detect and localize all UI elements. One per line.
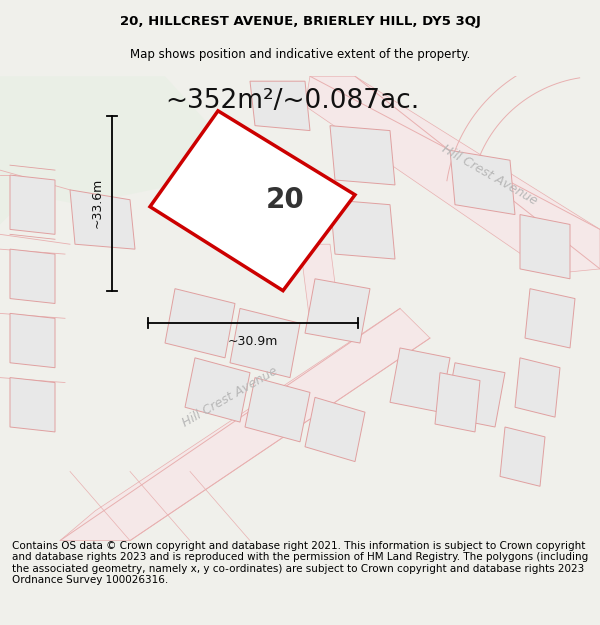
Text: Hill Crest Avenue: Hill Crest Avenue: [180, 365, 280, 430]
Polygon shape: [300, 244, 340, 323]
Text: Map shows position and indicative extent of the property.: Map shows position and indicative extent…: [130, 48, 470, 61]
Text: Contains OS data © Crown copyright and database right 2021. This information is : Contains OS data © Crown copyright and d…: [12, 541, 588, 586]
Polygon shape: [520, 214, 570, 279]
Text: ~30.9m: ~30.9m: [228, 335, 278, 348]
Text: 20: 20: [266, 186, 304, 214]
Polygon shape: [10, 378, 55, 432]
Polygon shape: [165, 289, 235, 358]
Polygon shape: [305, 398, 365, 462]
Polygon shape: [390, 348, 450, 412]
Polygon shape: [10, 175, 55, 234]
Polygon shape: [10, 313, 55, 368]
Polygon shape: [60, 308, 430, 541]
Polygon shape: [150, 111, 355, 291]
Polygon shape: [435, 372, 480, 432]
Polygon shape: [450, 151, 515, 214]
Text: ~33.6m: ~33.6m: [91, 178, 104, 228]
Polygon shape: [445, 362, 505, 427]
Polygon shape: [305, 279, 370, 343]
Text: ~352m²/~0.087ac.: ~352m²/~0.087ac.: [165, 88, 419, 114]
Polygon shape: [525, 289, 575, 348]
Polygon shape: [185, 358, 250, 422]
Text: Hill Crest Avenue: Hill Crest Avenue: [440, 142, 540, 208]
Polygon shape: [10, 249, 55, 304]
Polygon shape: [230, 308, 300, 378]
Polygon shape: [70, 190, 135, 249]
Polygon shape: [0, 76, 210, 224]
Text: 20, HILLCREST AVENUE, BRIERLEY HILL, DY5 3QJ: 20, HILLCREST AVENUE, BRIERLEY HILL, DY5…: [119, 15, 481, 28]
Polygon shape: [250, 81, 310, 131]
Polygon shape: [515, 358, 560, 417]
Polygon shape: [305, 76, 600, 274]
Polygon shape: [330, 200, 395, 259]
Polygon shape: [245, 378, 310, 442]
Polygon shape: [330, 126, 395, 185]
Polygon shape: [500, 427, 545, 486]
